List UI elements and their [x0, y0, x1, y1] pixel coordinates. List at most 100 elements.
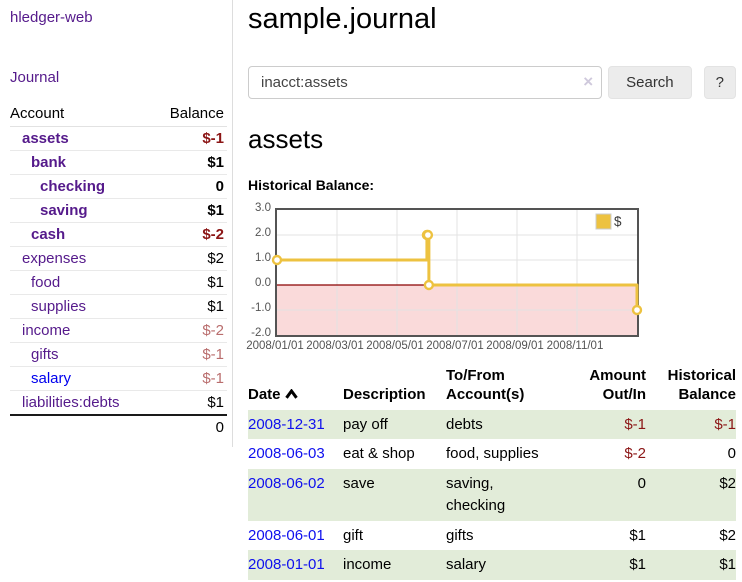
account-link-expenses[interactable]: expenses	[22, 250, 87, 267]
transaction-accounts: gifts	[446, 526, 474, 544]
account-link-assets[interactable]: assets	[22, 130, 69, 147]
account-row: expenses $2	[10, 246, 227, 271]
account-balance: $-1	[152, 126, 227, 151]
search-input[interactable]	[248, 66, 603, 99]
transaction-balance: 0	[727, 445, 736, 463]
column-header-description: Description	[343, 385, 426, 403]
search-input-wrap: ×	[248, 66, 603, 99]
y-axis-tick: -2.0	[251, 327, 271, 339]
x-axis-tick: 2008/03/01	[306, 340, 364, 352]
account-row: salary $-1	[10, 366, 227, 391]
balance-chart: $ 3.0 2.0 1.0 0.0 -1.0 -2.0 2008/01/01 2008/03…	[246, 201, 643, 353]
x-axis-tick: 2008/07/01	[426, 340, 484, 352]
transaction-description: income	[343, 556, 392, 574]
account-row: income $-2	[10, 318, 227, 343]
transaction-amount: $1	[629, 526, 646, 544]
search-button[interactable]: Search	[608, 66, 692, 99]
y-axis-tick: -1.0	[251, 302, 271, 314]
column-header-accounts: To/From Account(s)	[446, 367, 525, 403]
account-balance: $2	[152, 246, 227, 271]
transaction-date-link[interactable]: 2008-06-02	[248, 475, 325, 492]
account-row: supplies $1	[10, 294, 227, 319]
search-form: × Search ?	[248, 66, 736, 99]
register-header-row: Date Description To/From Account(s) Amou…	[248, 365, 736, 410]
accounts-header-balance: Balance	[152, 102, 227, 127]
account-link-liabilities-debts[interactable]: liabilities:debts	[22, 394, 120, 411]
account-balance: $-2	[152, 318, 227, 343]
transaction-date-link[interactable]: 2008-01-01	[248, 556, 325, 574]
column-header-date[interactable]: Date	[248, 365, 343, 410]
account-link-salary[interactable]: salary	[31, 370, 72, 387]
account-link-food[interactable]: food	[31, 274, 61, 291]
account-row: food $1	[10, 270, 227, 295]
account-balance: $1	[152, 150, 227, 175]
accounts-total-value: 0	[152, 414, 227, 439]
transaction-date-link[interactable]: 2008-12-31	[248, 415, 325, 433]
accounts-table: Account Balance assets $-1 bank $1 checking 0…	[10, 102, 227, 439]
sort-ascending-icon	[284, 388, 298, 399]
transaction-accounts: food, supplies	[446, 445, 539, 463]
transaction-accounts: salary	[446, 556, 487, 574]
y-axis-tick: 1.0	[255, 252, 271, 264]
help-button[interactable]: ?	[703, 66, 736, 99]
transaction-accounts: debts	[446, 415, 483, 433]
account-link-gifts[interactable]: gifts	[31, 346, 59, 363]
transaction-description: gift	[343, 526, 364, 544]
accounts-header-account: Account	[10, 102, 153, 127]
account-balance: $-1	[152, 366, 227, 391]
account-balance: $-1	[152, 342, 227, 367]
chart-title: Historical Balance:	[248, 177, 375, 193]
transaction-description: pay off	[343, 415, 388, 433]
account-row: assets $-1	[10, 126, 227, 151]
x-axis-tick: 2008/05/01	[366, 340, 424, 352]
account-link-bank[interactable]: bank	[31, 154, 67, 171]
x-axis-tick: 2008/09/01	[486, 340, 544, 352]
transaction-date-link[interactable]: 2008-06-01	[248, 526, 325, 544]
transaction-balance: $1	[719, 556, 736, 574]
transaction-row: 2008-01-01 income salary $1 $1	[248, 550, 736, 580]
register-table: Date Description To/From Account(s) Amou…	[248, 365, 736, 580]
column-header-amount: Amount Out/In	[589, 367, 646, 403]
x-axis-tick: 2008/01/01	[246, 340, 304, 352]
transaction-amount: $1	[629, 556, 646, 574]
page-title: sample.journal	[248, 3, 437, 35]
y-axis-tick: 3.0	[255, 202, 271, 214]
sidebar: hledger-web Journal Account Balance asse…	[0, 0, 233, 447]
app-brand-link[interactable]: hledger-web	[10, 9, 93, 26]
transaction-row: 2008-06-01 gift gifts $1 $2	[248, 521, 736, 551]
accounts-total-row: 0	[10, 414, 227, 439]
transaction-balance: $2	[719, 526, 736, 544]
y-axis-tick: 2.0	[255, 227, 271, 239]
main-content: sample.journal × Search ? assets Histori…	[246, 0, 736, 580]
account-heading: assets	[248, 124, 324, 154]
account-balance: $1	[152, 294, 227, 319]
transaction-row: 2008-06-02 save saving, checking 0 $2	[248, 469, 736, 521]
account-link-checking[interactable]: checking	[40, 178, 106, 195]
nav-journal-link[interactable]: Journal	[10, 69, 60, 86]
account-link-supplies[interactable]: supplies	[31, 298, 87, 315]
chart-plot-area: $	[271, 208, 643, 337]
account-row: gifts $-1	[10, 342, 227, 367]
transaction-balance: $-1	[714, 415, 736, 433]
transaction-amount: 0	[637, 475, 646, 492]
accounts-header-row: Account Balance	[10, 102, 227, 127]
transaction-accounts: saving, checking	[446, 475, 506, 514]
account-row: cash $-2	[10, 222, 227, 247]
transaction-row: 2008-06-03 eat & shop food, supplies $-2 0	[248, 439, 736, 469]
account-link-saving[interactable]: saving	[40, 202, 88, 219]
account-link-income[interactable]: income	[22, 322, 71, 339]
account-balance: $-2	[152, 222, 227, 247]
clear-search-icon[interactable]: ×	[583, 72, 594, 91]
column-header-balance: Historical Balance	[667, 367, 736, 403]
transaction-amount: $-1	[624, 415, 646, 433]
account-row: saving $1	[10, 198, 227, 223]
account-balance: $1	[152, 198, 227, 223]
transaction-date-link[interactable]: 2008-06-03	[248, 445, 325, 463]
y-axis-tick: 0.0	[255, 277, 271, 289]
account-row: liabilities:debts $1	[10, 390, 227, 416]
account-balance: $1	[152, 270, 227, 295]
transaction-balance: $2	[719, 475, 736, 492]
account-balance: 0	[152, 174, 227, 199]
account-row: checking 0	[10, 174, 227, 199]
account-link-cash[interactable]: cash	[31, 226, 66, 243]
